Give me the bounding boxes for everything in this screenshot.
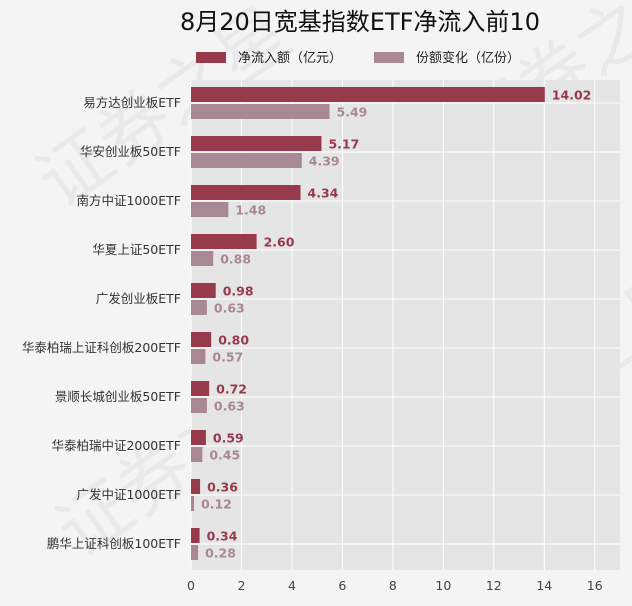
category-label: 南方中证1000ETF	[76, 193, 181, 208]
category-label: 鹏华上证科创板100ETF	[47, 536, 181, 551]
bar-share-change	[191, 202, 229, 217]
data-label: 0.63	[214, 399, 245, 414]
bar-share-change	[191, 447, 203, 462]
x-tick-label: 6	[338, 578, 346, 593]
bar-net-inflow	[191, 234, 257, 249]
x-tick-label: 14	[536, 578, 552, 593]
bar-share-change	[191, 104, 330, 119]
bar-share-change	[191, 300, 207, 315]
data-label: 4.34	[308, 186, 339, 201]
category-label: 华泰柏瑞中证2000ETF	[51, 438, 181, 453]
data-label: 1.48	[235, 203, 266, 218]
category-label: 华安创业板50ETF	[80, 144, 181, 159]
data-label: 5.49	[337, 105, 368, 120]
data-label: 0.57	[212, 350, 243, 365]
legend-label: 份额变化（亿份）	[416, 50, 520, 66]
category-label: 华夏上证50ETF	[92, 242, 181, 257]
bar-net-inflow	[191, 528, 200, 543]
legend: 净流入额（亿元） 份额变化（亿份）	[196, 50, 520, 66]
bar-share-change	[191, 349, 206, 364]
data-label: 0.63	[214, 301, 245, 316]
bar-net-inflow	[191, 430, 206, 445]
legend-label: 净流入额（亿元）	[238, 51, 342, 66]
category-label: 华泰柏瑞上证科创板200ETF	[22, 340, 181, 355]
legend-swatch	[196, 52, 226, 63]
data-label: 0.80	[218, 333, 249, 348]
x-tick-label: 4	[288, 578, 296, 593]
data-label: 0.98	[223, 284, 254, 299]
bar-share-change	[191, 496, 195, 511]
bar-share-change	[191, 251, 214, 266]
x-tick-label: 12	[486, 578, 502, 593]
bars	[191, 87, 545, 560]
x-tick-label: 0	[187, 578, 195, 593]
bar-net-inflow	[191, 332, 212, 347]
data-label: 0.59	[213, 431, 244, 446]
x-tick-label: 2	[237, 578, 245, 593]
x-tick-label: 8	[389, 578, 397, 593]
bar-share-change	[191, 153, 302, 168]
legend-swatch	[374, 52, 404, 63]
labels: 0 2 4 6 8 10 12 14 16 易方达创业板ETF 14.02 5.49 华安创业板50ET…	[22, 88, 603, 594]
category-label: 景顺长城创业板50ETF	[55, 389, 181, 404]
data-label: 0.88	[220, 252, 251, 267]
data-label: 4.39	[309, 154, 340, 169]
bar-net-inflow	[191, 479, 201, 494]
x-tick-label: 10	[435, 578, 451, 593]
x-tick-label: 16	[587, 578, 603, 593]
data-label: 0.28	[205, 546, 236, 561]
data-label: 2.60	[264, 235, 295, 250]
data-label: 5.17	[328, 137, 359, 152]
data-label: 0.12	[201, 497, 232, 512]
category-label: 广发创业板ETF	[96, 291, 181, 306]
bar-net-inflow	[191, 136, 322, 151]
data-label: 0.45	[209, 448, 240, 463]
bar-share-change	[191, 545, 199, 560]
data-label: 0.72	[216, 382, 247, 397]
category-label: 广发中证1000ETF	[76, 487, 181, 502]
data-label: 0.34	[207, 529, 238, 544]
bar-net-inflow	[191, 87, 545, 102]
category-label: 易方达创业板ETF	[83, 95, 181, 110]
bar-net-inflow	[191, 185, 301, 200]
data-label: 0.36	[207, 480, 238, 495]
bar-net-inflow	[191, 283, 216, 298]
chart-title: 8月20日宽基指数ETF净流入前10	[180, 8, 540, 36]
bar-net-inflow	[191, 381, 210, 396]
bar-share-change	[191, 398, 207, 413]
data-label: 14.02	[552, 88, 592, 103]
